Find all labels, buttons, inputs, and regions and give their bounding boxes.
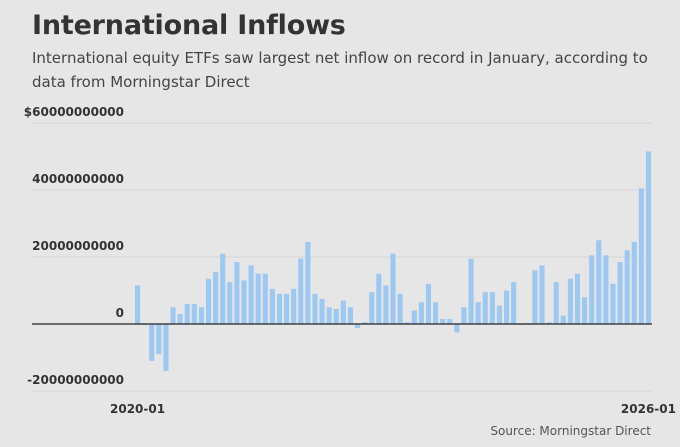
bar (582, 297, 588, 324)
bar (248, 265, 254, 325)
bar (482, 292, 488, 324)
bar (262, 273, 268, 324)
bar (340, 300, 346, 324)
bar (326, 307, 332, 324)
bar (383, 285, 389, 324)
x-tick-label: 2020-01 (110, 402, 165, 416)
bar (546, 322, 552, 324)
bar (567, 278, 573, 324)
source-note: Source: Morningstar Direct (490, 424, 651, 438)
y-tick-label: 40000000000 (32, 172, 124, 186)
bar (333, 308, 339, 324)
bar (276, 293, 283, 324)
bar (511, 282, 517, 325)
bar (191, 303, 197, 324)
bar (404, 322, 410, 324)
bar (184, 303, 190, 324)
bar (347, 307, 353, 324)
bar (461, 307, 467, 324)
bar (645, 151, 652, 324)
bar (305, 241, 311, 324)
axes: $60000000000 40000000000 20000000000 0 -2000… (24, 105, 676, 416)
bar (362, 322, 368, 324)
bar (638, 188, 644, 324)
bar (425, 283, 432, 324)
bar (284, 293, 290, 324)
bar (475, 302, 481, 324)
bar (241, 280, 247, 324)
y-tick-label: 20000000000 (32, 239, 124, 253)
bar (532, 270, 538, 324)
bar (354, 324, 361, 329)
bar (397, 293, 403, 324)
bar (560, 315, 566, 325)
bar (489, 292, 495, 324)
bar (390, 253, 396, 324)
bar (610, 283, 616, 324)
bar (319, 298, 325, 325)
x-tick-label: 2026-01 (621, 402, 676, 416)
bar (205, 278, 212, 324)
bar (291, 288, 297, 324)
bar (631, 241, 637, 324)
bar (468, 258, 474, 324)
chart-subtitle: International equity ETFs saw largest ne… (32, 49, 648, 91)
bar (447, 318, 453, 324)
bar (596, 240, 602, 324)
bar (376, 273, 382, 324)
bar (170, 307, 176, 324)
bar (213, 272, 219, 324)
bar (433, 302, 439, 324)
bar (553, 282, 559, 325)
bar (369, 292, 375, 324)
bar (574, 273, 581, 324)
bars (134, 151, 652, 371)
y-tick-label: 0 (116, 306, 124, 320)
bar (411, 310, 417, 324)
bar (149, 324, 155, 361)
bar (503, 290, 510, 324)
bar (177, 313, 183, 324)
y-tick-label: $60000000000 (24, 105, 124, 119)
bar (312, 293, 318, 324)
bar (539, 265, 545, 325)
bar (234, 262, 240, 324)
bar (624, 250, 630, 324)
bar (227, 282, 233, 325)
bar (603, 255, 609, 324)
bar (255, 273, 261, 324)
bar (269, 288, 275, 324)
bar (220, 253, 226, 324)
gridlines (32, 122, 652, 392)
bar (134, 285, 141, 324)
bar (454, 324, 460, 333)
bar (617, 262, 623, 324)
bar (440, 318, 446, 324)
bar (163, 324, 169, 371)
bar (156, 324, 162, 355)
bar (298, 258, 304, 324)
bar (198, 307, 204, 324)
bar (418, 302, 424, 324)
y-tick-label: -20000000000 (27, 373, 124, 387)
bar (589, 255, 595, 324)
bar (496, 305, 502, 324)
chart-title: International Inflows (32, 10, 346, 41)
